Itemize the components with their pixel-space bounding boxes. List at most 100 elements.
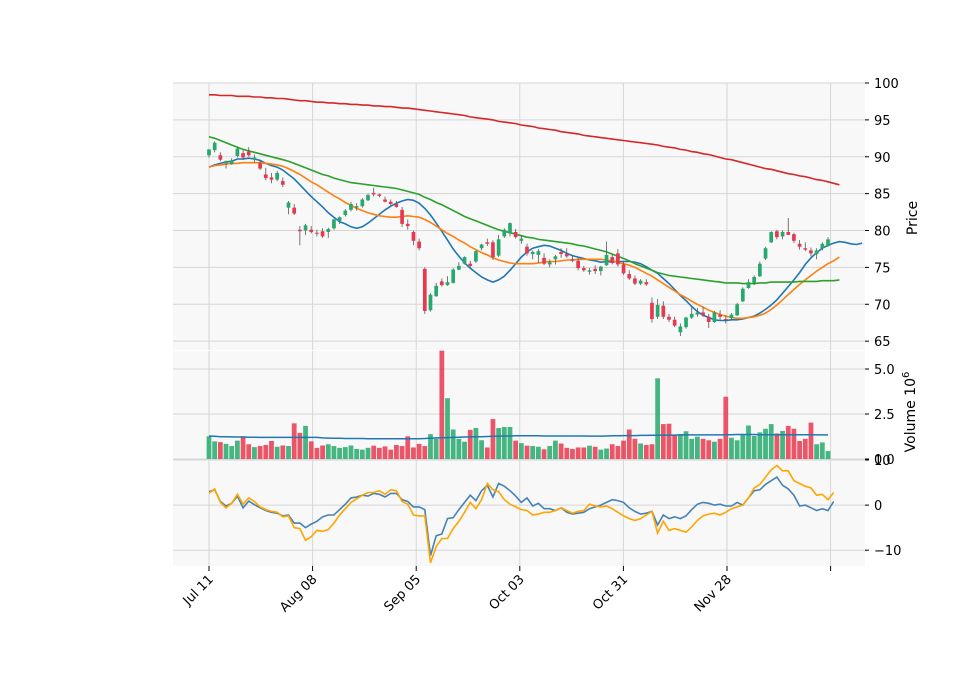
price-tick-label: 95 xyxy=(874,114,891,129)
candle-body xyxy=(547,262,552,265)
candle-body xyxy=(564,254,569,257)
oscillator-tick-label: −10 xyxy=(874,544,901,559)
candle-body xyxy=(814,250,819,255)
candle-body xyxy=(280,181,285,185)
volume-bar xyxy=(320,445,325,459)
x-tick-label: Oct 03 xyxy=(487,572,528,613)
candle-body xyxy=(303,225,308,231)
moving-average-line xyxy=(208,161,840,320)
candle-body xyxy=(598,266,603,272)
candle-body xyxy=(570,259,575,261)
candle-body xyxy=(792,234,796,241)
volume-bar xyxy=(819,442,825,459)
volume-bar xyxy=(757,432,763,459)
price-tick-label: 75 xyxy=(874,261,891,276)
volume-bar xyxy=(445,398,450,459)
volume-bar xyxy=(615,446,621,459)
candle-body xyxy=(462,257,467,264)
price-tick-label: 100 xyxy=(874,77,899,92)
volume-bar xyxy=(217,442,223,459)
volume-bar xyxy=(649,444,655,459)
candle-body xyxy=(263,174,268,179)
volume-bar xyxy=(291,423,297,459)
candle-body xyxy=(740,288,745,302)
volume-bar xyxy=(229,446,235,459)
volume-bar xyxy=(252,447,257,459)
candle-body xyxy=(411,231,416,241)
candle-body xyxy=(655,305,660,317)
volume-bar xyxy=(223,443,229,459)
volume-bar xyxy=(632,438,638,459)
volume-bar xyxy=(729,437,734,459)
volume-bar xyxy=(666,423,672,459)
volume-bar xyxy=(246,444,252,459)
volume-bar xyxy=(331,446,337,459)
candle-body xyxy=(667,316,671,320)
panel-background xyxy=(173,460,865,566)
candle-body xyxy=(309,229,314,232)
candle-body xyxy=(820,243,825,249)
candle-body xyxy=(366,195,370,201)
volume-bar xyxy=(530,446,536,459)
candle-body xyxy=(354,206,359,208)
candle-body xyxy=(326,229,331,232)
volume-axis-label: Volume 106 xyxy=(901,372,919,453)
x-tick-label: Nov 28 xyxy=(692,572,735,615)
candle-body xyxy=(678,326,683,333)
candle-body xyxy=(439,281,444,286)
volume-bar xyxy=(677,434,683,459)
volume-bar xyxy=(325,444,331,459)
candle-body xyxy=(559,251,563,255)
volume-bar xyxy=(791,428,797,459)
candle-body xyxy=(474,251,478,262)
candle-body xyxy=(434,285,439,297)
volume-bar xyxy=(382,446,388,459)
candle-body xyxy=(616,253,620,265)
candle-body xyxy=(576,260,580,269)
candle-body xyxy=(610,257,615,263)
candle-body xyxy=(207,149,211,156)
candle-body xyxy=(513,231,518,238)
volume-bar xyxy=(700,438,706,459)
oscillator-line xyxy=(208,464,835,564)
volume-bar xyxy=(581,447,587,459)
volume-bar xyxy=(518,443,524,459)
volume-bar xyxy=(575,447,581,459)
candle-body xyxy=(343,210,348,216)
candle-body xyxy=(593,268,598,272)
volume-bar xyxy=(541,449,547,459)
volume-bar xyxy=(433,438,439,459)
volume-bar xyxy=(797,441,802,459)
volume-bar xyxy=(269,441,274,459)
volume-bar xyxy=(308,441,314,459)
volume-bar xyxy=(348,445,354,459)
volume-bar xyxy=(655,378,661,459)
moving-average-line xyxy=(208,136,840,285)
volume-bar xyxy=(314,447,320,459)
candle-body xyxy=(621,264,626,274)
volume-bar xyxy=(621,440,626,459)
candle-body xyxy=(701,312,705,316)
volume-bar xyxy=(763,428,768,459)
candle-body xyxy=(377,194,382,196)
volume-bar xyxy=(780,430,785,459)
volume-bar xyxy=(507,426,513,459)
candle-body xyxy=(758,263,762,277)
volume-bar xyxy=(416,443,422,459)
x-tick-label: Jul 11 xyxy=(180,572,217,609)
volume-bar xyxy=(399,446,405,459)
volume-bar xyxy=(814,444,820,459)
candle-body xyxy=(809,250,813,254)
candle-body xyxy=(292,207,297,214)
volume-bar xyxy=(337,447,342,459)
price-panel: 65 70 75 80 85 90 95 100 Price xyxy=(173,77,921,350)
volume-bar xyxy=(422,446,428,459)
volume-bar xyxy=(723,396,729,459)
candle-body xyxy=(315,232,319,234)
volume-bar xyxy=(553,440,558,459)
x-tick-label: Aug 08 xyxy=(277,572,320,615)
volume-bar xyxy=(638,443,643,459)
candle-body xyxy=(729,314,734,319)
candle-body xyxy=(587,270,592,272)
volume-bar xyxy=(660,424,666,459)
